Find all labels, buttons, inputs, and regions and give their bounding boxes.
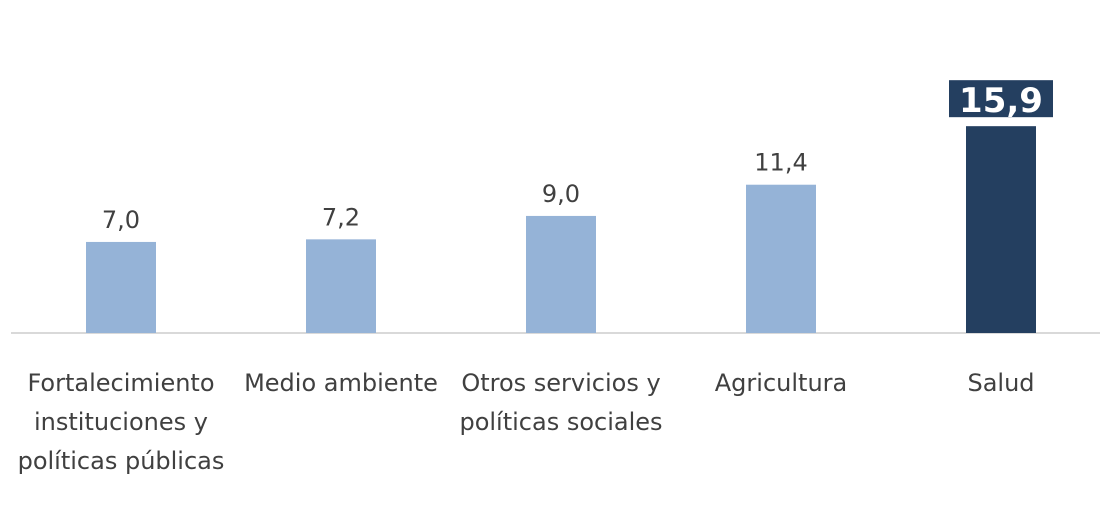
bar — [746, 184, 816, 333]
value-label: 15,9 — [959, 81, 1043, 121]
bar — [526, 215, 596, 333]
bar — [86, 241, 156, 333]
value-label-box — [949, 80, 1053, 118]
x-tick-label: Fortalecimiento instituciones y política… — [17, 369, 225, 475]
bar — [966, 126, 1036, 333]
x-tick-label: Salud — [967, 369, 1035, 397]
value-label: 7,0 — [102, 206, 140, 234]
value-label: 11,4 — [754, 149, 807, 177]
x-tick-label: Agricultura — [714, 369, 848, 397]
x-tick-label: Otros servicios y políticas sociales — [459, 369, 663, 436]
bar — [306, 239, 376, 333]
value-label: 9,0 — [542, 180, 580, 208]
x-tick-label: Medio ambiente — [244, 369, 438, 397]
value-label: 7,2 — [322, 203, 360, 231]
